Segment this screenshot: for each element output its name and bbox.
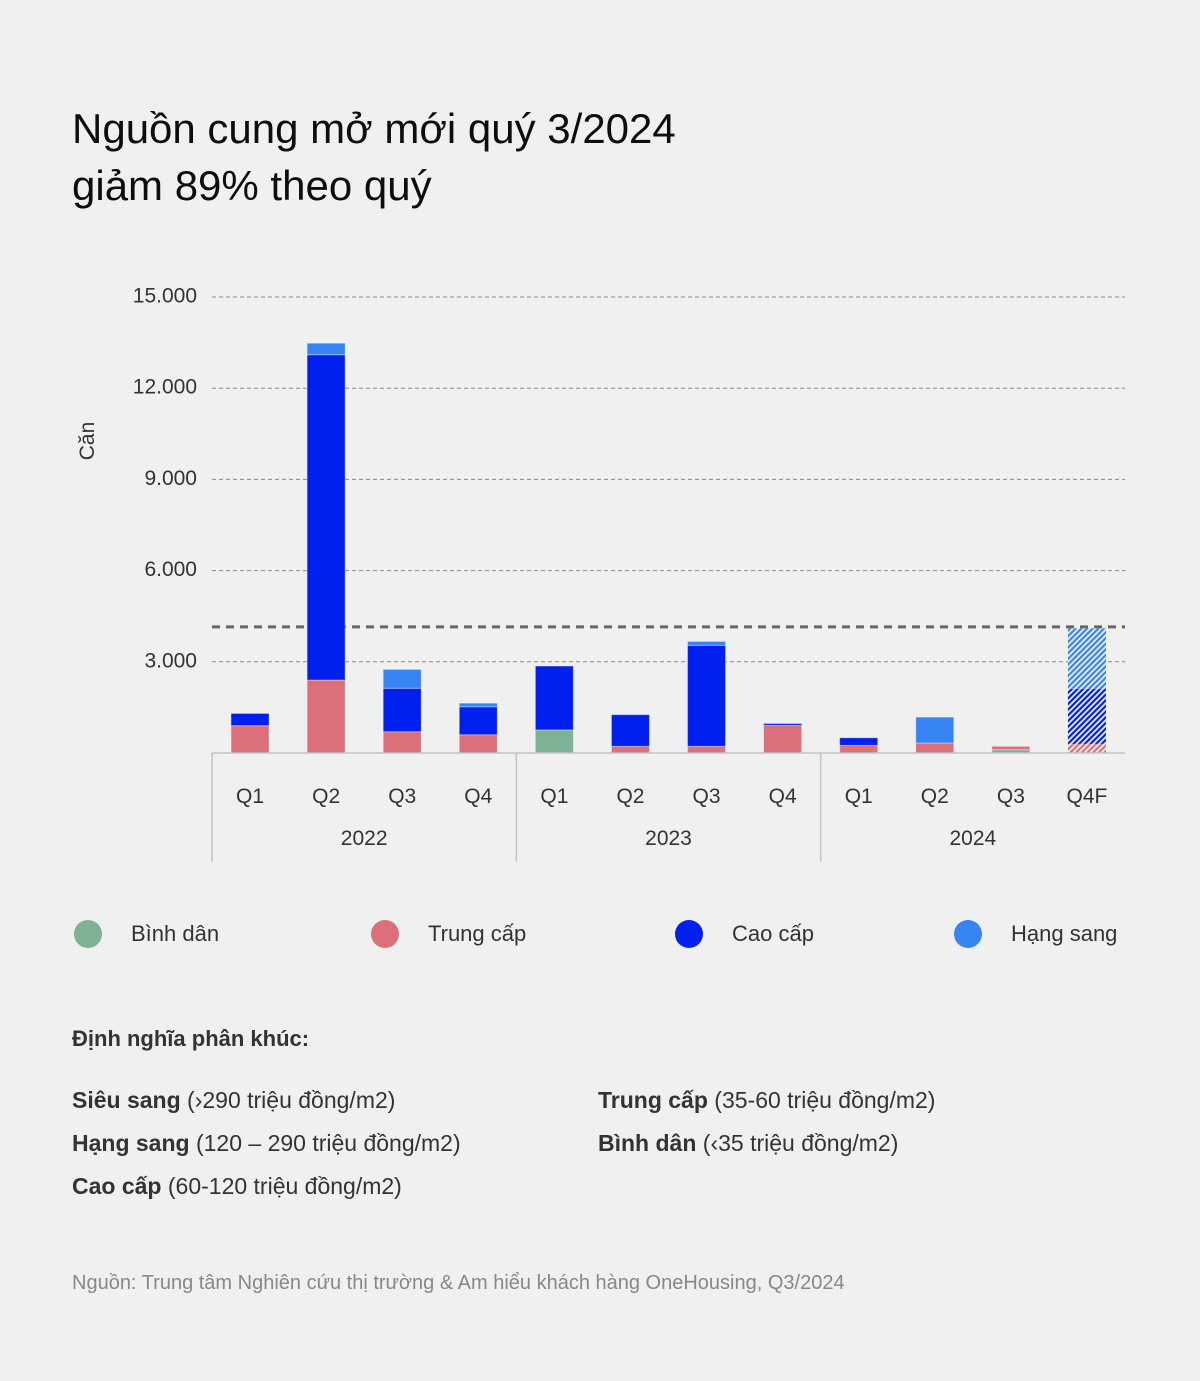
bar-segment: [1067, 688, 1106, 744]
bar-segment: [763, 724, 803, 754]
legend-label: Hạng sang: [1011, 921, 1118, 946]
source-note: Nguồn: Trung tâm Nghiên cứu thị trường &…: [72, 1272, 845, 1294]
segment-name: Hạng sang: [72, 1130, 190, 1156]
legend-swatch-icon: [954, 920, 982, 948]
title-line-2: giảm 89% theo quý: [72, 162, 432, 209]
y-tick-label: 6.000: [144, 558, 197, 581]
segment-range: (60-120 triệu đồng/m2): [167, 1173, 402, 1199]
legend-label: Bình dân: [131, 921, 220, 946]
bar-segment: [306, 679, 346, 754]
segment-name: Siêu sang: [72, 1087, 181, 1113]
stacked-bar-chart: 15.000 12.000 9.000 6.000 3.000 Q1 Q2 Q3 Q4 Q1 Q2…: [76, 285, 1125, 862]
y-tick-label: 12.000: [133, 376, 197, 399]
bar-segment: [839, 737, 879, 746]
legend-swatch-icon: [371, 920, 399, 948]
bar-segment: [839, 744, 879, 754]
x-tick-label: Q1: [845, 785, 873, 808]
title-line-1: Nguồn cung mở mới quý 3/2024: [72, 105, 676, 152]
bar-segment: [458, 702, 498, 708]
segment-range: (‹35 triệu đồng/m2): [702, 1130, 899, 1156]
x-tick-label: Q2: [921, 785, 949, 808]
bar-segment: [458, 706, 498, 736]
legend-item: Bình dân: [74, 920, 219, 948]
bar-segment: [230, 712, 270, 727]
bar-segment: [915, 742, 955, 754]
bar-segment: [382, 668, 422, 689]
legend-item: Hạng sang: [954, 920, 1117, 948]
segment-definition: Siêu sang (›290 triệu đồng/m2): [72, 1087, 395, 1114]
legend-label: Cao cấp: [732, 921, 814, 946]
segment-name: Cao cấp: [72, 1173, 162, 1199]
bar-segment: [763, 723, 803, 726]
bar-segment: [458, 734, 498, 754]
segment-definition: Cao cấp (60-120 triệu đồng/m2): [72, 1173, 402, 1200]
x-tick-label: Q1: [540, 785, 568, 808]
chart-title: Nguồn cung mở mới quý 3/2024 giảm 89% th…: [72, 100, 676, 214]
year-label: 2024: [949, 827, 996, 850]
segment-name: Trung cấp: [598, 1087, 708, 1113]
x-tick-label: Q4F: [1067, 785, 1108, 808]
bar-segment: [1067, 628, 1106, 689]
segment-definition: Bình dân (‹35 triệu đồng/m2): [598, 1130, 898, 1157]
bar-segment: [230, 725, 270, 754]
x-tick-label: Q3: [388, 785, 416, 808]
bar-segment: [915, 716, 955, 744]
x-tick-label: Q1: [236, 785, 264, 808]
bar-segment: [1067, 743, 1106, 753]
bar-segment: [687, 745, 727, 754]
y-tick-label: 3.000: [144, 649, 197, 672]
legend-label: Trung cấp: [428, 921, 527, 946]
bar-segment: [991, 745, 1031, 751]
x-tick-label: Q3: [997, 785, 1025, 808]
legend-item: Trung cấp: [371, 920, 526, 948]
x-tick-label: Q2: [312, 785, 340, 808]
legend-item: Cao cấp: [675, 920, 814, 948]
bar-segment: [306, 354, 346, 681]
definitions-title: Định nghĩa phân khúc:: [72, 1026, 310, 1051]
y-tick-label: 15.000: [133, 285, 197, 308]
bar-segment: [534, 729, 574, 754]
bar-segment: [382, 731, 422, 754]
bar-segment: [306, 342, 346, 356]
bar-segment: [687, 640, 727, 646]
segment-range: (35-60 triệu đồng/m2): [714, 1087, 936, 1113]
segment-definition: Trung cấp (35-60 triệu đồng/m2): [598, 1087, 935, 1114]
x-tick-label: Q2: [616, 785, 644, 808]
x-tick-label: Q4: [464, 785, 492, 808]
legend-swatch-icon: [675, 920, 703, 948]
bar-segment: [610, 745, 650, 754]
segment-range: (›290 triệu đồng/m2): [187, 1087, 396, 1113]
x-tick-label: Q4: [769, 785, 797, 808]
segment-definition: Hạng sang (120 – 290 triệu đồng/m2): [72, 1130, 461, 1157]
y-tick-label: 9.000: [144, 467, 197, 490]
bar-segment: [610, 714, 650, 747]
y-axis-label: Căn: [76, 422, 99, 461]
x-tick-label: Q3: [693, 785, 721, 808]
bar-segment: [687, 644, 727, 747]
segment-range: (120 – 290 triệu đồng/m2): [195, 1130, 461, 1156]
year-label: 2023: [645, 827, 692, 850]
legend-swatch-icon: [74, 920, 102, 948]
bar-segment: [382, 687, 422, 733]
segment-name: Bình dân: [598, 1130, 697, 1156]
bar-segment: [534, 665, 574, 731]
year-label: 2022: [341, 827, 388, 850]
